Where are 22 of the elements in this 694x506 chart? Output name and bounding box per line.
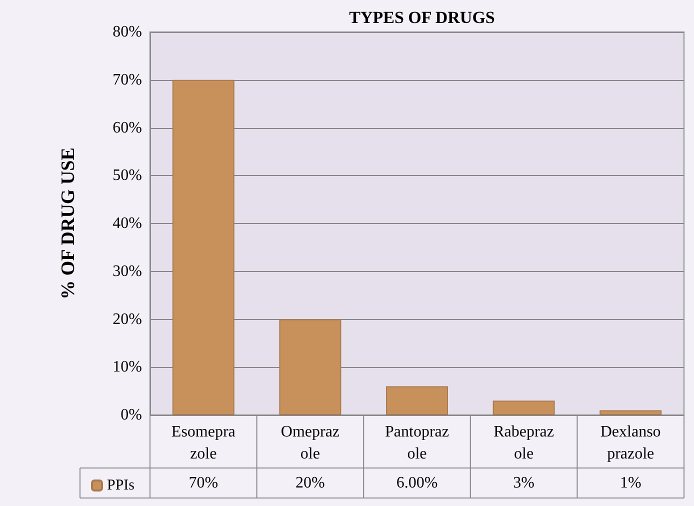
data-label: 70%: [188, 474, 218, 492]
data-label: 3%: [513, 474, 534, 492]
x-tick-label: Omeprazole: [280, 424, 340, 462]
y-tick-label: 80%: [112, 24, 142, 40]
x-tick-label: Esomeprazole: [171, 424, 236, 462]
x-tick-label: Dexlansoprazole: [600, 424, 661, 462]
y-tick-label: 20%: [112, 310, 142, 328]
x-tick-label: Pantoprazole: [385, 424, 449, 462]
y-tick-label: 50%: [112, 167, 142, 184]
chart-title: TYPES OF DRUGS: [349, 8, 495, 27]
x-tick-label: Rabeprazole: [494, 424, 554, 462]
y-tick-label: 40%: [112, 215, 142, 232]
y-tick-label: 60%: [112, 119, 142, 136]
data-label: 1%: [620, 474, 642, 492]
y-tick-label: 0%: [120, 406, 142, 424]
y-axis-title: % OF DRUG USE: [58, 148, 79, 300]
y-tick-label: 70%: [112, 71, 142, 88]
data-label: 6.00%: [396, 474, 438, 492]
y-tick-label: 10%: [112, 358, 142, 376]
data-label: 20%: [296, 474, 325, 492]
legend-label: PPIs: [107, 478, 135, 494]
y-tick-label: 30%: [112, 262, 142, 280]
